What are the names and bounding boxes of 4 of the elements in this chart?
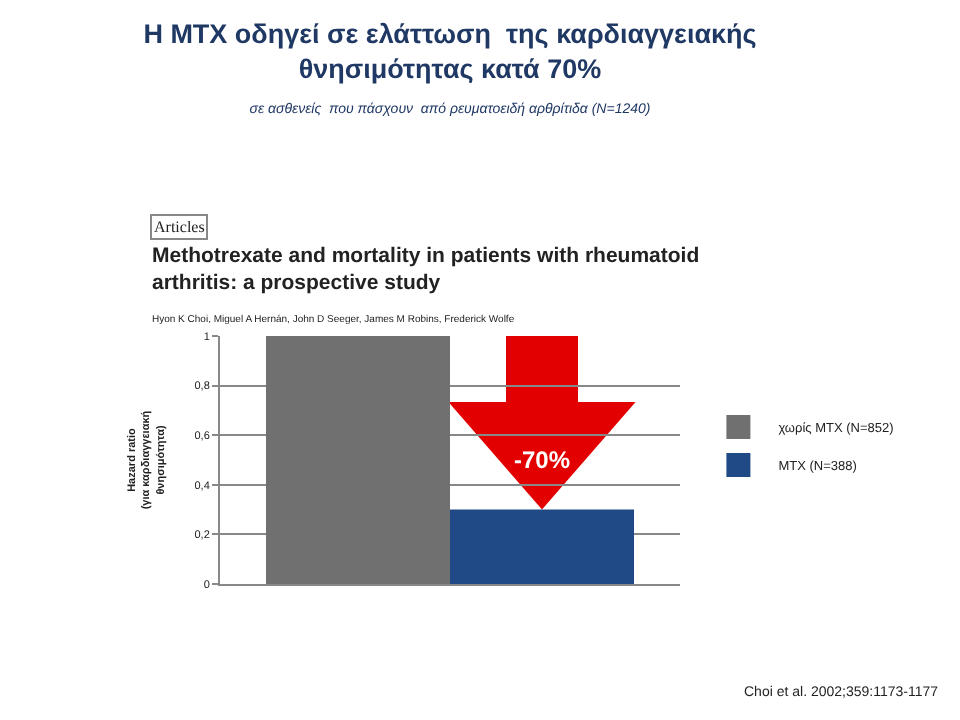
text: Articles [154,218,205,236]
chart-title: Η MTX οδηγεί σε ελάττωση της καρδιαγγειακής θνησιμότητας κατά 70% [143,19,757,85]
text: Methotrexate and mortality in patients with rheumatoid arthritis: a prospective study [152,244,700,296]
annotation: -70% [514,446,571,474]
